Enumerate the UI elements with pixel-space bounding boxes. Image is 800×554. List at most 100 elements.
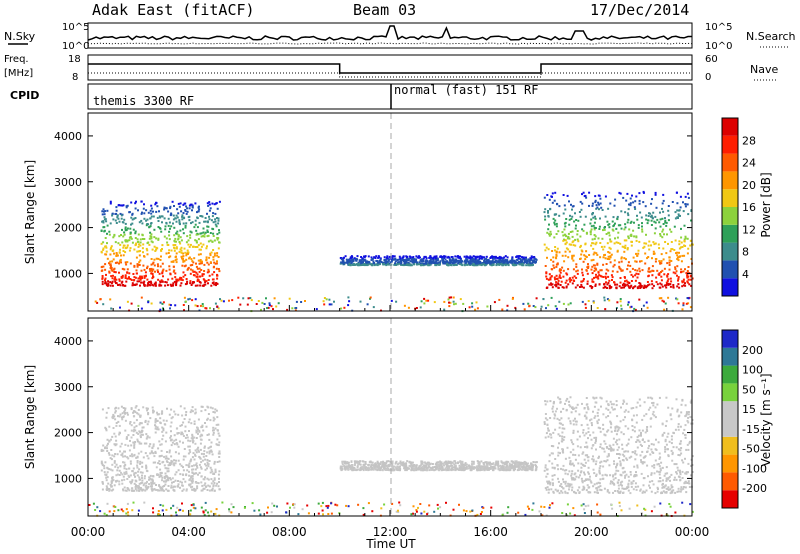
power-echo-cell	[182, 232, 185, 235]
power-echo-cell	[602, 229, 604, 232]
velocity-echo-cell	[391, 468, 394, 471]
power-echo-cell	[452, 296, 455, 299]
power-echo-cell	[535, 258, 538, 261]
velocity-echo-cell	[630, 407, 633, 410]
power-echo-cell	[632, 229, 635, 232]
power-echo-cell	[453, 264, 455, 267]
power-echo-cell	[415, 259, 417, 262]
power-echo-cell	[202, 235, 205, 237]
velocity-echo-cell	[100, 450, 103, 452]
power-echo-cell	[182, 255, 185, 258]
power-echo-cell	[630, 284, 633, 287]
velocity-echo-cell	[140, 433, 143, 436]
velocity-echo-cell	[665, 491, 668, 493]
velocity-echo-cell	[200, 467, 203, 470]
power-echo-cell	[126, 244, 129, 247]
power-echo-cell	[112, 236, 115, 239]
power-echo-cell	[453, 303, 455, 306]
power-echo-cell	[481, 262, 483, 265]
power-echo-cell	[175, 240, 177, 243]
power-echo-cell	[593, 226, 596, 229]
velocity-echo-cell	[191, 480, 194, 483]
power-echo-cell	[418, 263, 421, 266]
power-echo-cell	[218, 270, 221, 273]
power-echo-cell	[180, 246, 183, 249]
power-echo-cell	[661, 269, 664, 272]
power-echo-cell	[595, 207, 598, 210]
velocity-echo-cell	[120, 405, 123, 408]
power-echo-cell	[628, 286, 631, 289]
power-echo-cell	[659, 233, 662, 235]
power-echo-cell	[463, 260, 466, 263]
velocity-echo-cell	[566, 473, 569, 476]
power-echo-cell	[594, 235, 597, 238]
power-echo-cell	[583, 254, 586, 257]
power-echo-cell	[145, 209, 148, 212]
velocity-echo-cell	[146, 480, 148, 483]
power-echo-cell	[150, 302, 153, 305]
velocity-echo-cell	[479, 469, 482, 472]
power-echo-cell	[386, 255, 389, 258]
velocity-echo-cell	[120, 471, 122, 474]
velocity-echo-cell	[179, 424, 182, 427]
power-echo-cell	[120, 281, 123, 284]
power-echo-cell	[622, 286, 625, 289]
velocity-echo-cell	[134, 471, 137, 474]
power-echo-cell	[354, 263, 357, 266]
power-echo-cell	[621, 245, 624, 248]
power-echo-cell	[176, 208, 179, 211]
power-echo-cell	[581, 285, 583, 288]
velocity-echo-cell	[189, 451, 192, 454]
velocity-echo-cell	[552, 482, 554, 485]
power-echo-cell	[127, 277, 130, 280]
velocity-echo-cell	[140, 429, 143, 432]
velocity-echo-cell	[160, 443, 163, 446]
velocity-echo-cell	[200, 452, 203, 455]
power-echo-cell	[295, 307, 298, 309]
power-echo-cell	[189, 272, 192, 275]
velocity-echo-cell	[684, 486, 687, 489]
power-echo-cell	[477, 263, 480, 266]
velocity-echo-cell	[669, 413, 672, 416]
power-echo-cell	[106, 257, 109, 260]
power-echo-cell	[124, 240, 127, 243]
power-echo-cell	[315, 308, 318, 311]
power-echo-cell	[474, 262, 477, 265]
power-echo-cell	[146, 218, 149, 221]
power-echo-cell	[195, 262, 197, 265]
power-echo-cell	[575, 265, 578, 268]
power-echo-cell	[654, 221, 657, 224]
power-echo-cell	[102, 265, 105, 268]
velocity-echo-cell	[127, 474, 130, 477]
power-echo-cell	[135, 283, 138, 286]
power-echo-cell	[569, 302, 572, 305]
velocity-echo-cell	[183, 448, 186, 450]
velocity-echo-cell	[201, 434, 204, 437]
velocity-echo-cell	[413, 464, 416, 466]
velocity-echo-cell	[415, 464, 418, 467]
power-echo-cell	[456, 259, 459, 262]
velocity-echo-cell	[190, 437, 193, 440]
power-echo-cell	[641, 228, 644, 231]
power-echo-cell	[173, 246, 175, 249]
power-echo-cell	[670, 248, 673, 251]
power-echo-cell	[373, 256, 376, 259]
power-echo-cell	[676, 285, 679, 288]
power-echo-cell	[652, 241, 655, 244]
velocity-echo-cell	[415, 469, 418, 472]
power-echo-cell	[379, 257, 382, 260]
power-echo-cell	[216, 260, 218, 263]
power-echo-cell	[637, 224, 640, 227]
power-echo-cell	[558, 205, 561, 208]
power-echo-cell	[199, 284, 202, 287]
velocity-echo-cell	[146, 435, 149, 438]
power-echo-cell	[568, 278, 571, 281]
velocity-echo-cell	[135, 431, 138, 434]
velocity-echo-cell	[617, 479, 620, 482]
power-echo-cell	[352, 258, 355, 261]
power-echo-cell	[645, 242, 648, 245]
power-echo-cell	[156, 269, 159, 272]
velocity-echo-cell	[153, 455, 156, 458]
velocity-echo-cell	[190, 409, 193, 412]
velocity-echo-cell	[128, 449, 131, 452]
